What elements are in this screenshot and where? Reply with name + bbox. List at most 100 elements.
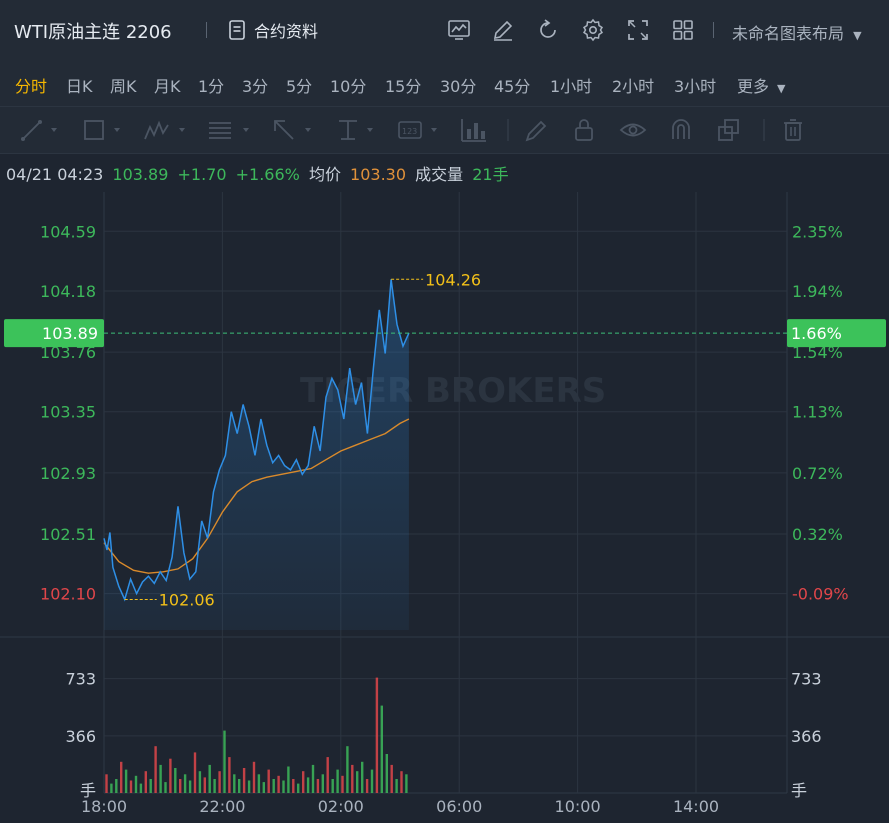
- y-tick-right: 1.94%: [792, 282, 843, 301]
- period-tab-3hour[interactable]: 3小时: [674, 77, 717, 96]
- y-tick-left: 103.76: [40, 343, 96, 362]
- volume-bar: [321, 774, 324, 793]
- y-tick-right: 0.32%: [792, 525, 843, 544]
- volume-bar: [208, 764, 211, 793]
- period-tab-week[interactable]: 周K: [110, 77, 137, 96]
- y-tick-right: 2.35%: [792, 222, 843, 241]
- grid-layout-icon[interactable]: [671, 18, 695, 42]
- volume-bar: [223, 730, 226, 793]
- y-tick-left: 103.35: [40, 403, 96, 422]
- volume-bar: [252, 761, 256, 793]
- caret-down-icon: ▼: [853, 29, 862, 42]
- period-tab-intraday[interactable]: 分时: [15, 77, 48, 96]
- period-tab-3min[interactable]: 3分: [242, 77, 269, 96]
- price-label-tool-icon[interactable]: 123: [397, 117, 443, 143]
- layout-dropdown[interactable]: 未命名图表布局 ▼: [732, 20, 862, 44]
- info-change-pct: +1.66%: [235, 165, 300, 184]
- caret-down-icon: ▼: [777, 82, 786, 95]
- volume-bar: [341, 775, 344, 793]
- volume-tick-left: 366: [65, 727, 96, 746]
- layers-icon[interactable]: [716, 117, 742, 143]
- info-volume: 21手: [472, 165, 509, 184]
- volume-bar: [316, 779, 320, 793]
- x-tick-label: 22:00: [199, 797, 245, 816]
- volume-bar: [365, 779, 369, 793]
- volume-bar: [370, 769, 374, 793]
- contract-info-label: 合约资料: [254, 22, 319, 41]
- axis-labels: 18:00 22:00 02:00 06:00 10:00 14:00 104.59 2.35…: [4, 222, 886, 816]
- volume-bar: [292, 779, 295, 793]
- eye-icon[interactable]: [619, 117, 647, 143]
- arrow-tool-icon[interactable]: [271, 117, 317, 143]
- period-tab-day[interactable]: 日K: [66, 77, 93, 96]
- period-tab-45min[interactable]: 45分: [494, 77, 531, 96]
- period-tab-30min[interactable]: 30分: [440, 77, 477, 96]
- edit-icon[interactable]: [491, 18, 515, 42]
- brush-icon[interactable]: [524, 117, 548, 143]
- period-tab-5min[interactable]: 5分: [286, 77, 313, 96]
- volume-bar: [306, 777, 310, 793]
- volume-tick-right: 366: [791, 727, 822, 746]
- y-tick-left: 104.18: [40, 282, 96, 301]
- contract-info-button[interactable]: 合约资料: [228, 18, 318, 42]
- period-tab-month[interactable]: 月K: [154, 77, 181, 96]
- magnet-icon[interactable]: [669, 117, 693, 143]
- intraday-chart[interactable]: TIGER BROKERS 18:00 22:00 02:00 06:00 10:00 1…: [0, 152, 889, 823]
- price-info-line: 04/21 04:23 103.89 +1.70 +1.66% 均价 103.3…: [6, 161, 513, 185]
- volume-bar: [144, 771, 147, 793]
- sep: [506, 117, 510, 143]
- chart-grid: [0, 192, 889, 794]
- period-tab-1hour[interactable]: 1小时: [550, 77, 593, 96]
- trash-icon[interactable]: [781, 117, 805, 143]
- y-tick-right: 0.72%: [792, 464, 843, 483]
- volume-bar: [282, 780, 285, 793]
- volume-bar: [238, 779, 241, 793]
- volume-bar: [149, 779, 152, 793]
- period-tab-10min[interactable]: 10分: [330, 77, 367, 96]
- volume-bar: [405, 774, 408, 793]
- settings-gear-icon[interactable]: [581, 18, 605, 42]
- chart-type-icon[interactable]: [447, 18, 471, 42]
- volume-bar: [198, 771, 202, 793]
- volume-bar: [400, 771, 403, 793]
- refresh-icon[interactable]: [536, 18, 560, 42]
- volume-bar: [361, 761, 364, 793]
- symbol-title[interactable]: WTI原油主连 2206: [14, 22, 172, 43]
- wave-pattern-tool-icon[interactable]: [143, 117, 189, 143]
- document-icon: [229, 20, 245, 40]
- fibonacci-tool-icon[interactable]: [207, 117, 253, 143]
- period-tab-15min[interactable]: 15分: [385, 77, 422, 96]
- high-price-label: 104.26: [425, 270, 481, 289]
- trend-line-tool-icon[interactable]: [20, 117, 62, 143]
- period-bar: 分时 日K 周K 月K 1分 3分 5分 10分 15分 30分 45分 1小时…: [0, 60, 889, 106]
- current-price-badge: [4, 319, 104, 348]
- volume-bar: [213, 779, 216, 793]
- volume-bar: [218, 771, 221, 793]
- volume-bar: [302, 771, 305, 793]
- rectangle-tool-icon[interactable]: [82, 117, 124, 143]
- volume-bar: [193, 752, 197, 793]
- info-price: 103.89: [112, 165, 169, 184]
- average-price-line: [103, 418, 410, 574]
- period-tab-more[interactable]: 更多 ▼: [737, 73, 785, 97]
- vertical-line-tool-icon[interactable]: [335, 117, 381, 143]
- volume-bar: [277, 775, 280, 793]
- volume-bar: [242, 768, 246, 793]
- y-tick-left: 102.10: [40, 585, 96, 604]
- volume-unit-left: 手: [80, 781, 96, 800]
- volume-bars: [105, 677, 408, 793]
- volume-bar: [380, 705, 383, 793]
- x-tick-label: 10:00: [555, 797, 601, 816]
- volume-bar: [228, 757, 231, 793]
- info-avg-label: 均价: [308, 165, 341, 184]
- volume-bar: [395, 779, 398, 793]
- volume-bar: [169, 758, 172, 793]
- indicator-bars-icon[interactable]: [459, 117, 489, 143]
- period-tab-1min[interactable]: 1分: [198, 77, 225, 96]
- volume-bar: [262, 782, 265, 793]
- volume-bar: [124, 769, 128, 793]
- lock-icon[interactable]: [572, 117, 596, 143]
- period-tab-2hour[interactable]: 2小时: [612, 77, 655, 96]
- fullscreen-icon[interactable]: [626, 18, 650, 42]
- current-pct-badge: [787, 319, 886, 348]
